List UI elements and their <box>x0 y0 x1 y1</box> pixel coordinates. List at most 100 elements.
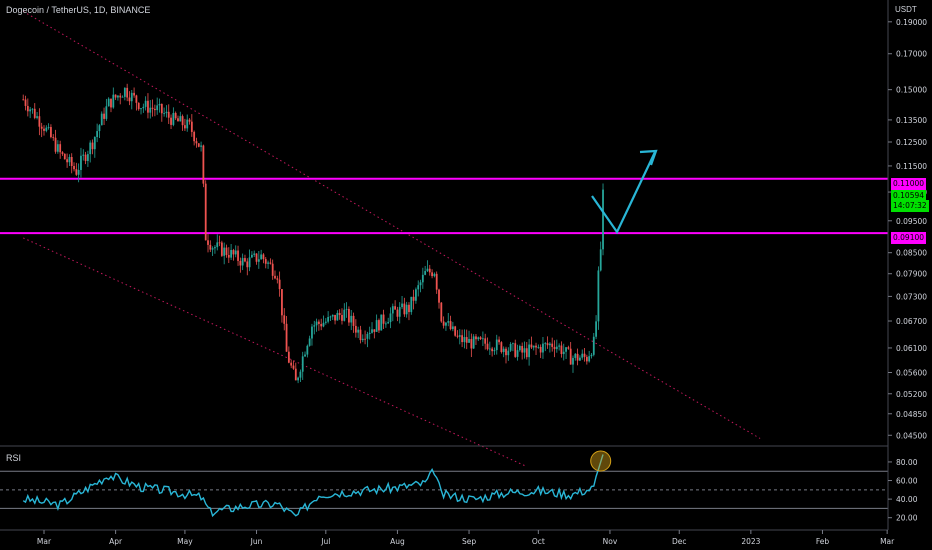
candle <box>292 360 295 370</box>
price-tick-label: 0.05200 <box>896 390 927 399</box>
time-tick-label: Jul <box>320 537 330 546</box>
candle <box>458 329 461 345</box>
price-tick-label: 0.13500 <box>896 116 927 125</box>
candle <box>184 118 186 132</box>
candle <box>378 318 380 334</box>
candle <box>599 241 602 272</box>
candle <box>31 108 34 114</box>
candle-body <box>184 125 186 129</box>
candle-body <box>211 248 214 250</box>
candle <box>525 342 528 360</box>
candle-body <box>322 322 325 327</box>
price-tick-label: 0.19000 <box>896 18 927 27</box>
rsi-label[interactable]: RSI <box>6 453 22 463</box>
candle-body <box>403 303 406 315</box>
candle-body <box>223 247 226 256</box>
candle-body <box>73 165 75 170</box>
candle <box>56 140 59 154</box>
candle-body <box>218 242 221 244</box>
candle-body <box>389 313 392 323</box>
candle-body <box>410 296 413 313</box>
candle-body <box>558 345 561 347</box>
candle <box>140 107 142 115</box>
candle-body <box>544 343 547 345</box>
candle-body <box>394 306 397 310</box>
candle-body <box>82 154 85 156</box>
countdown-tag: 14:07:32 <box>891 200 929 212</box>
candle <box>410 296 413 315</box>
candle <box>454 325 457 337</box>
candle-body <box>465 337 468 343</box>
candle-body <box>197 143 200 147</box>
candle-body <box>137 102 140 110</box>
candle-body <box>398 307 401 317</box>
candle-body <box>396 309 399 317</box>
candle-body <box>368 332 371 334</box>
candle-body <box>405 304 408 315</box>
candle-body <box>174 112 177 119</box>
candle-body <box>89 142 92 155</box>
candle <box>438 288 440 309</box>
candle <box>313 320 316 335</box>
candle-body <box>234 250 237 255</box>
candle <box>214 245 216 254</box>
price-tick-label: 0.06700 <box>896 317 927 326</box>
candle-body <box>359 329 362 341</box>
candle-body <box>458 335 461 337</box>
candle-body <box>401 303 403 308</box>
candle <box>338 309 341 320</box>
candle <box>463 329 466 349</box>
price-tick-label: 0.08500 <box>896 249 927 258</box>
candle-body <box>308 338 311 346</box>
channel-lower-trendline <box>23 237 525 466</box>
candle-body <box>354 325 357 333</box>
price-tick-label: 0.04500 <box>896 431 927 440</box>
candle <box>440 302 443 323</box>
candle <box>514 339 517 358</box>
candle-body <box>40 126 43 129</box>
candle-body <box>153 108 156 111</box>
candle-body <box>276 278 279 280</box>
candle <box>147 93 149 119</box>
candle <box>209 240 212 253</box>
candle-body <box>80 155 82 170</box>
candle <box>137 102 140 111</box>
price-tick-label: 0.04850 <box>896 410 927 419</box>
candle-body <box>378 320 380 331</box>
candle-body <box>267 262 269 264</box>
candle <box>45 125 48 133</box>
candle <box>518 344 521 352</box>
candle-body <box>380 314 383 331</box>
symbol-title[interactable]: Dogecoin / TetherUS, 1D, BINANCE <box>6 5 151 15</box>
candle <box>121 95 124 98</box>
candle-body <box>440 302 443 322</box>
candle <box>447 313 450 327</box>
candle-body <box>262 254 265 260</box>
candle <box>433 272 436 278</box>
time-tick-label: Oct <box>532 537 545 546</box>
candle <box>343 303 346 322</box>
candle <box>412 289 415 310</box>
time-tick-label: Jun <box>250 537 263 546</box>
candle <box>38 108 41 136</box>
candle <box>486 337 489 351</box>
candle <box>461 329 464 348</box>
candle <box>569 341 572 365</box>
candle-body <box>442 321 445 326</box>
candle-body <box>54 137 57 152</box>
candle-body <box>36 116 38 118</box>
candle-body <box>382 314 385 324</box>
candle <box>535 342 537 355</box>
candle <box>398 302 401 324</box>
candle-body <box>181 116 184 126</box>
candle-body <box>52 137 55 138</box>
candle <box>156 97 159 115</box>
candle-body <box>119 95 122 98</box>
candle <box>216 234 219 251</box>
candle-body <box>341 315 343 321</box>
candle-body <box>329 316 332 318</box>
candle-body <box>387 322 390 324</box>
candle <box>301 351 304 380</box>
candle-body <box>375 320 378 332</box>
